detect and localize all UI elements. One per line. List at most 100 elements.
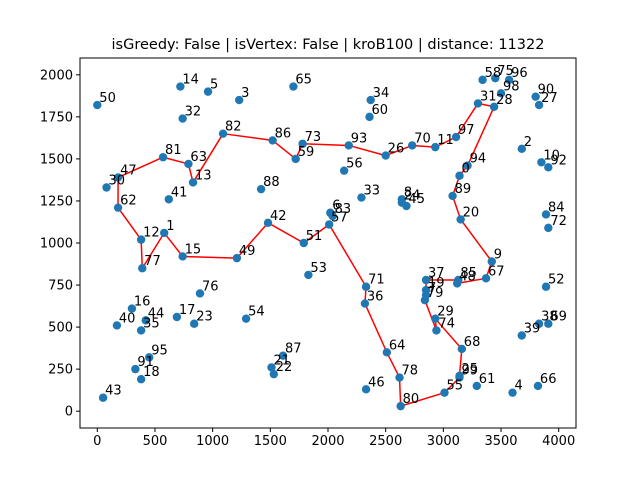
city-label: 9 (494, 248, 502, 263)
path-segment (466, 106, 495, 166)
city-point (298, 139, 307, 148)
city-label: 47 (120, 163, 137, 178)
city-point (451, 132, 461, 142)
city-point (164, 195, 174, 204)
city-label: 39 (524, 322, 541, 337)
y-tick-label: 2000 (40, 68, 73, 83)
x-tick-label: 0 (93, 434, 101, 449)
city-label: 24 (404, 189, 421, 204)
city-label: 17 (179, 303, 196, 318)
city-label: 34 (373, 86, 390, 101)
city-point (381, 151, 390, 160)
city-point (496, 89, 506, 98)
city-point (184, 159, 193, 169)
city-point (357, 193, 366, 202)
city-point (178, 252, 187, 261)
city-label: 77 (144, 254, 161, 269)
city-point (537, 158, 546, 167)
city-label: 64 (389, 338, 406, 353)
city-point (113, 203, 123, 212)
city-label: 26 (388, 142, 405, 157)
city-label: 79 (427, 286, 444, 301)
city-point (127, 304, 137, 313)
path-segment (458, 348, 463, 376)
city-label: 63 (190, 150, 207, 165)
city-point (396, 401, 405, 411)
city-label: 67 (488, 264, 505, 279)
y-tick-label: 0 (65, 405, 73, 420)
city-point (176, 82, 185, 91)
path-segment (163, 232, 184, 257)
city-point (472, 381, 481, 391)
city-point (402, 201, 411, 211)
city-label: 13 (195, 168, 212, 183)
city-point (481, 274, 491, 283)
city-label: 50 (99, 91, 116, 106)
x-tick-label: 4000 (542, 434, 575, 449)
city-point (431, 142, 440, 152)
city-point (361, 282, 371, 291)
city-label: 32 (185, 105, 202, 120)
x-tick-label: 2000 (311, 434, 344, 449)
city-label: 8 (404, 185, 412, 200)
city-label: 89 (455, 182, 472, 197)
city-label: 19 (428, 276, 445, 291)
city-label: 21 (273, 353, 290, 368)
city-label: 1 (166, 219, 174, 234)
city-label: 69 (550, 310, 567, 325)
city-point (344, 141, 353, 150)
city-point (408, 141, 417, 150)
city-point (267, 363, 276, 372)
city-point (366, 95, 375, 105)
city-label: 71 (368, 273, 385, 288)
city-point (454, 275, 463, 285)
city-point (138, 264, 147, 273)
city-point (304, 270, 313, 280)
city-label: 95 (151, 343, 168, 358)
x-tick-label: 1500 (254, 434, 287, 449)
city-label: 96 (511, 66, 528, 81)
city-label: 42 (270, 209, 287, 224)
city-label: 72 (550, 214, 567, 229)
city-label: 43 (105, 384, 122, 399)
city-label: 45 (408, 192, 425, 207)
y-axis: 0 250 500 750 1000 1250 1500 1750 2000 (40, 68, 80, 420)
city-label: 84 (548, 200, 565, 215)
city-point (440, 388, 449, 397)
city-label: 88 (263, 175, 280, 190)
path-segment (222, 132, 273, 142)
path-segment (364, 303, 388, 353)
path-segment (424, 299, 438, 331)
city-point (172, 312, 182, 322)
city-point (234, 95, 244, 105)
city-label: 52 (548, 273, 565, 288)
city-label: 55 (447, 379, 464, 394)
city-label: 62 (120, 194, 137, 209)
city-label: 68 (464, 335, 481, 350)
city-label: 12 (143, 226, 160, 241)
path-segment (455, 102, 479, 138)
city-point (421, 285, 431, 295)
city-label: 25 (461, 362, 478, 377)
city-point (136, 375, 146, 384)
city-label: 54 (248, 305, 265, 320)
city-label: 2 (524, 135, 532, 150)
path-segment (162, 156, 189, 165)
city-label: 48 (459, 269, 476, 284)
city-point (421, 275, 431, 285)
city-label: 36 (367, 290, 384, 305)
city-point (136, 235, 146, 244)
city-point (544, 163, 553, 172)
y-tick-label: 500 (48, 321, 73, 336)
path-segment (460, 219, 493, 262)
y-tick-label: 1750 (40, 110, 73, 125)
path-segment (236, 222, 269, 259)
path-segment (303, 223, 330, 244)
path-segment (140, 239, 144, 269)
city-label: 82 (225, 120, 242, 135)
city-point (93, 100, 102, 110)
city-point (112, 321, 122, 330)
city-point (268, 136, 277, 145)
city-label: 73 (305, 130, 322, 145)
city-label: 15 (185, 242, 202, 257)
